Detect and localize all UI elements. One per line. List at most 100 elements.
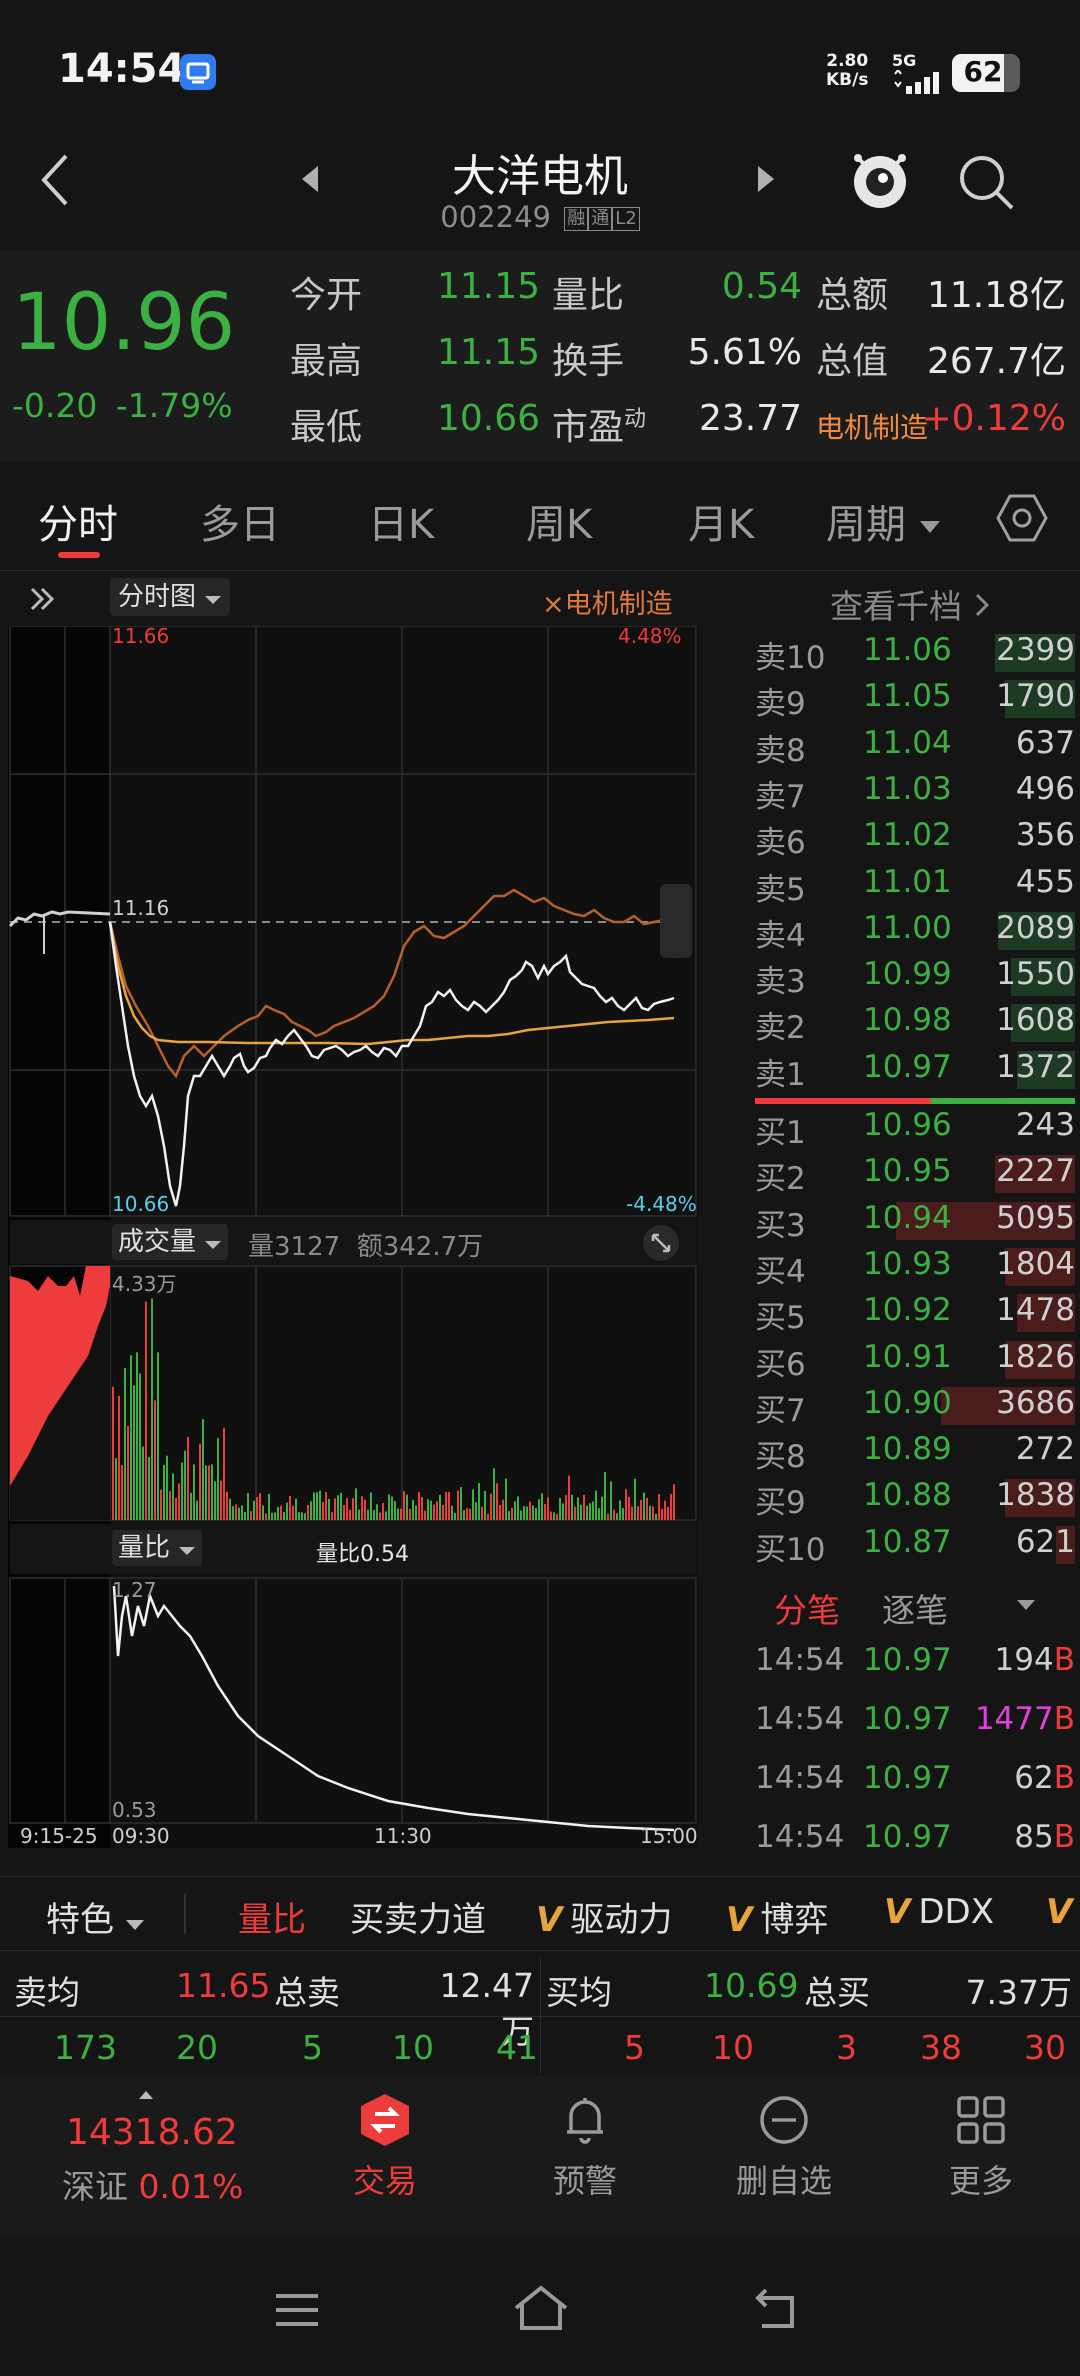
trade-price: 10.97: [863, 1701, 952, 1737]
bid-row[interactable]: 买3 10.94 5095: [755, 1200, 1075, 1246]
volume-dropdown[interactable]: 成交量: [112, 1224, 229, 1260]
bid-row[interactable]: 买4 10.93 1804: [755, 1246, 1075, 1292]
volume-bar: [379, 1512, 381, 1520]
volume-bar: [199, 1443, 201, 1520]
net-speed-unit: KB/s: [826, 70, 869, 90]
price-top-label: 11.66: [112, 624, 170, 648]
low-value: 10.66: [436, 398, 540, 439]
tab-monthly-k[interactable]: 月K: [688, 502, 755, 548]
volume-bar: [304, 1513, 306, 1520]
menu-icon[interactable]: [272, 2290, 322, 2334]
tab-tick-trades[interactable]: 分笔: [774, 1591, 840, 1630]
book-price: 10.87: [863, 1523, 952, 1560]
ask-row[interactable]: 卖8 11.04 637: [755, 725, 1075, 771]
feature-dropdown[interactable]: 特色: [46, 1892, 145, 1941]
indicator-ddx[interactable]: V DDX: [884, 1892, 994, 1932]
collapse-side-button[interactable]: [660, 884, 692, 958]
sector-overlay-toggle[interactable]: ×电机制造: [542, 589, 673, 620]
volume-bar: [502, 1499, 504, 1520]
ask-row[interactable]: 卖10 11.06 2399: [755, 632, 1075, 678]
sector-label[interactable]: 电机制造: [816, 411, 929, 444]
tab-weekly-k[interactable]: 周K: [526, 502, 593, 548]
nav-trade[interactable]: 交易: [330, 2092, 440, 2202]
bid-row[interactable]: 买9 10.88 1838: [755, 1477, 1075, 1523]
volume-bar: [346, 1498, 348, 1520]
ask-row[interactable]: 卖3 10.99 1550: [755, 956, 1075, 1002]
next-stock-button[interactable]: [756, 164, 778, 198]
volume-bar: [157, 1352, 159, 1520]
trade-filter-icon[interactable]: [1016, 1596, 1036, 1615]
bid-row[interactable]: 买1 10.96 243: [755, 1107, 1075, 1153]
book-level-label: 卖3: [755, 964, 806, 1001]
pct-top-label: 4.48%: [618, 624, 682, 648]
indicator-buy-sell-force[interactable]: 买卖力道: [350, 1900, 486, 1940]
home-icon[interactable]: [510, 2284, 572, 2336]
bid-row[interactable]: 买7 10.90 3686: [755, 1385, 1075, 1431]
ask-row[interactable]: 卖4 11.00 2089: [755, 910, 1075, 956]
volume-bar: [334, 1498, 336, 1520]
back-nav-icon[interactable]: [752, 2284, 804, 2336]
volume-bar: [580, 1504, 582, 1520]
tab-daily-k[interactable]: 日K: [368, 502, 435, 548]
ratio-bottom-label: 0.53: [112, 1798, 157, 1822]
book-price: 10.93: [863, 1245, 952, 1282]
bid-row[interactable]: 买6 10.91 1826: [755, 1339, 1075, 1385]
volume-bar: [415, 1505, 417, 1520]
fullscreen-icon[interactable]: [642, 1224, 680, 1266]
vip-mark: V: [1046, 1892, 1073, 1932]
book-volume: 1790: [996, 678, 1075, 715]
search-icon[interactable]: [954, 150, 1018, 218]
open-label: 今开: [290, 275, 363, 316]
volume-bar: [622, 1507, 624, 1520]
prev-stock-button[interactable]: [298, 164, 320, 198]
volume-bar: [652, 1506, 654, 1520]
book-divider: [755, 1098, 1075, 1104]
bid-row[interactable]: 买5 10.92 1478: [755, 1292, 1075, 1338]
volume-bar: [538, 1499, 540, 1520]
settings-hexagon-icon[interactable]: [996, 492, 1048, 548]
book-level-label: 买8: [755, 1439, 806, 1476]
expand-panel-icon[interactable]: [28, 584, 58, 618]
chart-type-dropdown[interactable]: 分时图: [110, 578, 231, 616]
turnover-label: 换手: [552, 341, 625, 382]
volume-bar: [223, 1427, 225, 1520]
volume-bar: [487, 1513, 489, 1520]
average-price-line: [108, 921, 675, 1046]
intraday-chart-panel[interactable]: 11.66 4.48% 11.16 10.66 -4.48% 成交量 量3127…: [8, 624, 698, 1848]
tab-step-trades[interactable]: 逐笔: [882, 1591, 948, 1630]
indicator-game[interactable]: V 博弈: [726, 1892, 828, 1941]
tab-intraday[interactable]: 分时: [38, 502, 118, 548]
view-depth-link[interactable]: 查看千档: [830, 580, 991, 628]
nav-alert[interactable]: 预警: [530, 2092, 640, 2202]
nav-more[interactable]: 更多: [926, 2092, 1036, 2202]
nav-remove-watch[interactable]: 删自选: [714, 2092, 854, 2202]
bid-row[interactable]: 买10 10.87 621: [755, 1524, 1075, 1570]
volume-bar: [481, 1506, 483, 1520]
volume-bar: [187, 1436, 189, 1520]
total-buy-label: 总买: [804, 1973, 870, 2012]
book-price: 10.92: [863, 1292, 952, 1329]
depth-bar: [1004, 680, 1075, 719]
book-price: 10.99: [863, 956, 952, 993]
sector-change[interactable]: +0.12%: [921, 398, 1066, 439]
robot-assistant-icon[interactable]: [846, 146, 914, 218]
indicator-volume-ratio[interactable]: 量比: [238, 1900, 306, 1940]
ask-row[interactable]: 卖9 11.05 1790: [755, 678, 1075, 724]
volume-bar: [130, 1355, 132, 1520]
tab-multi-day[interactable]: 多日: [200, 502, 280, 548]
bid-row[interactable]: 买8 10.89 272: [755, 1431, 1075, 1477]
volume-bar: [163, 1464, 165, 1520]
tab-period[interactable]: 周期: [826, 492, 941, 550]
back-button[interactable]: [36, 150, 76, 214]
ratio-dropdown[interactable]: 量比: [112, 1530, 203, 1566]
indicator-driving-force[interactable]: V 驱动力: [536, 1892, 672, 1941]
trade-side: B: [1053, 1760, 1075, 1796]
ask-row[interactable]: 卖6 11.02 356: [755, 817, 1075, 863]
ask-row[interactable]: 卖7 11.03 496: [755, 771, 1075, 817]
bid-row[interactable]: 买2 10.95 2227: [755, 1153, 1075, 1199]
volume-bar: [469, 1508, 471, 1520]
volume-bar: [364, 1499, 366, 1520]
ask-row[interactable]: 卖1 10.97 1372: [755, 1049, 1075, 1095]
ask-row[interactable]: 卖2 10.98 1608: [755, 1002, 1075, 1048]
ask-row[interactable]: 卖5 11.01 455: [755, 864, 1075, 910]
